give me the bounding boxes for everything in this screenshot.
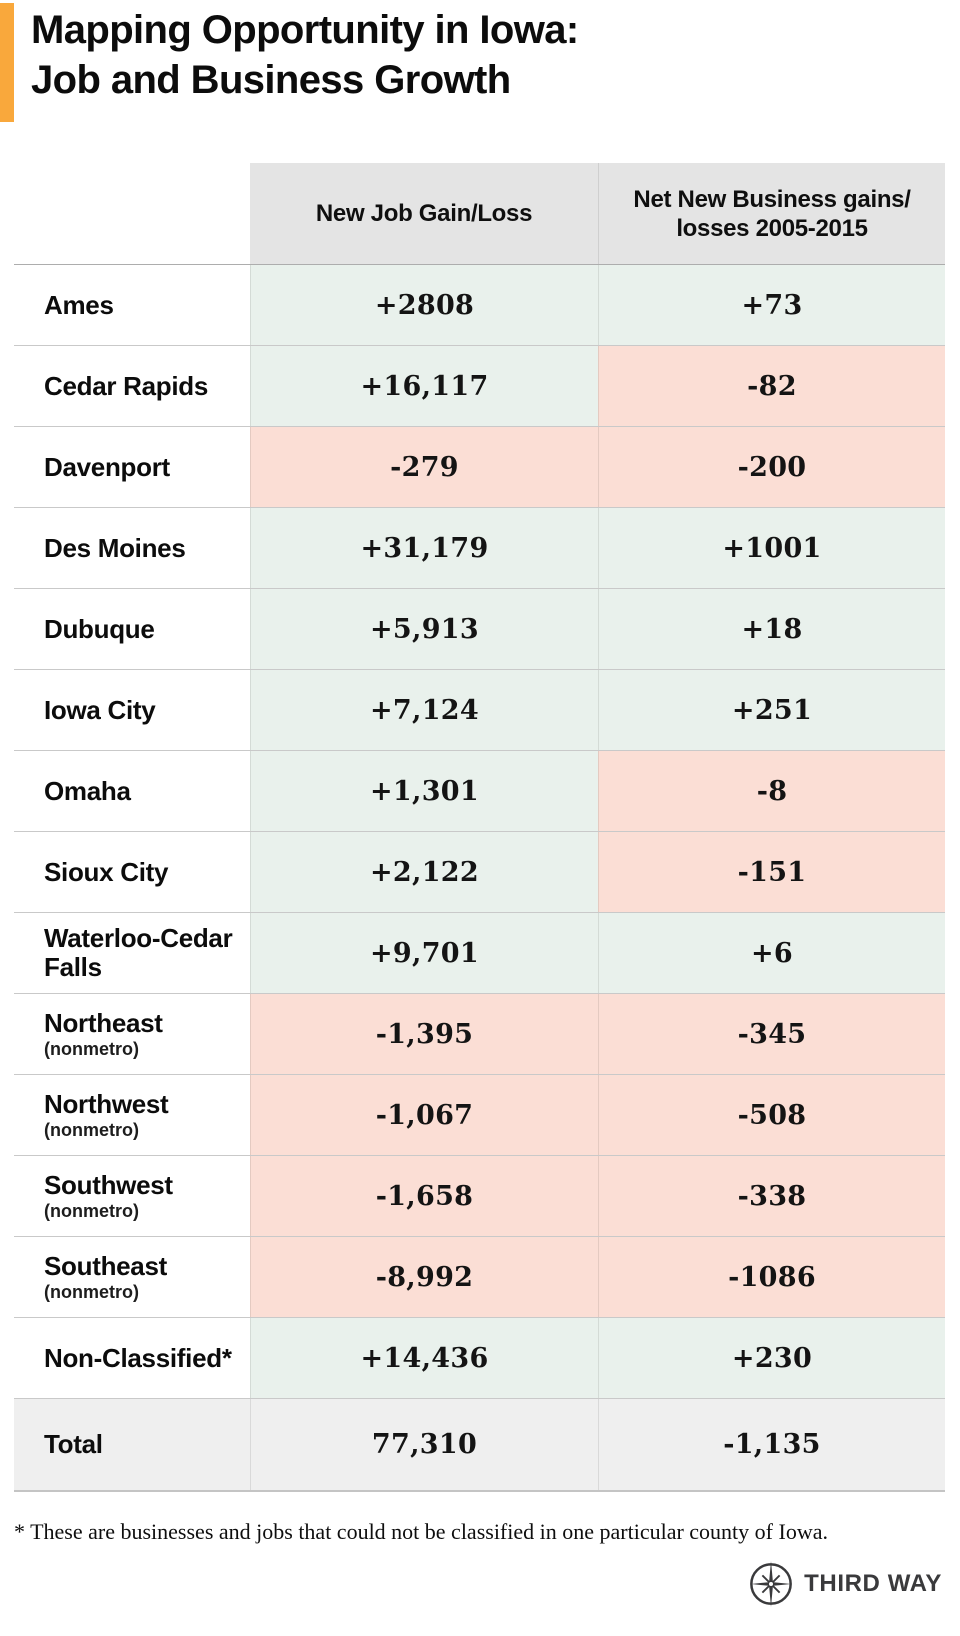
page-title-line2: Job and Business Growth xyxy=(31,58,511,102)
row-label: Southwest xyxy=(44,1170,173,1200)
table-total-row: Total 77,310 -1,135 xyxy=(14,1399,945,1492)
row-label-cell: Southeast (nonmetro) xyxy=(14,1237,250,1317)
row-label-cell: Dubuque xyxy=(14,589,250,669)
jobs-value-cell: +1,301 xyxy=(250,751,598,831)
business-value-cell: -151 xyxy=(598,832,945,912)
business-value-cell: +251 xyxy=(598,670,945,750)
table-row: Southeast (nonmetro) -8,992 -1086 xyxy=(14,1237,945,1318)
brand-lockup: THIRD WAY xyxy=(0,1561,942,1607)
table-row: Des Moines +31,179 +1001 xyxy=(14,508,945,589)
jobs-value-cell: -279 xyxy=(250,427,598,507)
table-row: Cedar Rapids +16,117 -82 xyxy=(14,346,945,427)
header-jobs-label: New Job Gain/Loss xyxy=(315,200,533,227)
table-row: Ames +2808 +73 xyxy=(14,265,945,346)
row-label: Ames xyxy=(44,289,114,320)
header-cell-business: Net New Business gains/ losses 2005-2015 xyxy=(598,163,945,264)
row-label-cell: Northeast (nonmetro) xyxy=(14,994,250,1074)
table-row: Davenport -279 -200 xyxy=(14,427,945,508)
row-label-cell: Cedar Rapids xyxy=(14,346,250,426)
table-row: Waterloo-Cedar Falls +9,701 +6 xyxy=(14,913,945,994)
table-row: Southwest (nonmetro) -1,658 -338 xyxy=(14,1156,945,1237)
accent-bar xyxy=(0,3,14,122)
table-row: Non-Classified* +14,436 +230 xyxy=(14,1318,945,1399)
table-row: Iowa City +7,124 +251 xyxy=(14,670,945,751)
total-label: Total xyxy=(44,1429,103,1459)
jobs-value-cell: +7,124 xyxy=(250,670,598,750)
total-label-cell: Total xyxy=(14,1399,250,1490)
row-label: Northeast xyxy=(44,1008,163,1038)
business-value-cell: -82 xyxy=(598,346,945,426)
header-business-label-line1: Net New Business gains/ xyxy=(633,185,911,213)
row-sublabel: (nonmetro) xyxy=(44,1201,139,1221)
row-sublabel: (nonmetro) xyxy=(44,1039,139,1059)
row-label: Northwest xyxy=(44,1089,169,1119)
total-business-cell: -1,135 xyxy=(598,1399,945,1490)
business-value-cell: -508 xyxy=(598,1075,945,1155)
table-row: Northeast (nonmetro) -1,395 -345 xyxy=(14,994,945,1075)
jobs-value-cell: +2808 xyxy=(250,265,598,345)
row-label: Non-Classified* xyxy=(44,1342,232,1373)
brand-name: THIRD WAY xyxy=(804,1570,942,1597)
row-label: Omaha xyxy=(44,775,131,806)
row-label: Sioux City xyxy=(44,856,169,887)
page-header: Mapping Opportunity in Iowa: Job and Bus… xyxy=(0,0,960,122)
row-label: Davenport xyxy=(44,451,170,482)
jobs-value-cell: -1,395 xyxy=(250,994,598,1074)
business-value-cell: -200 xyxy=(598,427,945,507)
row-label: Cedar Rapids xyxy=(44,370,209,401)
row-label-cell: Sioux City xyxy=(14,832,250,912)
row-label-cell: Southwest (nonmetro) xyxy=(14,1156,250,1236)
table-header-row: New Job Gain/Loss Net New Business gains… xyxy=(14,163,945,265)
business-value-cell: -8 xyxy=(598,751,945,831)
row-label-cell: Non-Classified* xyxy=(14,1318,250,1398)
row-sublabel: (nonmetro) xyxy=(44,1120,139,1140)
row-label: Southeast xyxy=(44,1251,167,1281)
header-cell-jobs: New Job Gain/Loss xyxy=(250,163,598,264)
business-value-cell: -1086 xyxy=(598,1237,945,1317)
jobs-value-cell: -1,658 xyxy=(250,1156,598,1236)
header-business-label-line2: losses 2005-2015 xyxy=(676,214,868,242)
data-table: New Job Gain/Loss Net New Business gains… xyxy=(14,163,945,1492)
jobs-value-cell: +2,122 xyxy=(250,832,598,912)
row-label-cell: Omaha xyxy=(14,751,250,831)
business-value-cell: +1001 xyxy=(598,508,945,588)
row-label-cell: Northwest (nonmetro) xyxy=(14,1075,250,1155)
table-row: Sioux City +2,122 -151 xyxy=(14,832,945,913)
header-cell-blank xyxy=(14,163,250,264)
compass-star-icon xyxy=(748,1561,794,1607)
business-value-cell: -338 xyxy=(598,1156,945,1236)
row-label: Waterloo-Cedar Falls xyxy=(44,923,233,982)
row-label-cell: Waterloo-Cedar Falls xyxy=(14,913,250,993)
row-label-cell: Davenport xyxy=(14,427,250,507)
jobs-value-cell: +14,436 xyxy=(250,1318,598,1398)
jobs-value-cell: +9,701 xyxy=(250,913,598,993)
business-value-cell: +230 xyxy=(598,1318,945,1398)
table-row: Northwest (nonmetro) -1,067 -508 xyxy=(14,1075,945,1156)
row-label-cell: Ames xyxy=(14,265,250,345)
jobs-value-cell: -8,992 xyxy=(250,1237,598,1317)
jobs-value-cell: +5,913 xyxy=(250,589,598,669)
total-jobs-cell: 77,310 xyxy=(250,1399,598,1490)
table-row: Omaha +1,301 -8 xyxy=(14,751,945,832)
table-row: Dubuque +5,913 +18 xyxy=(14,589,945,670)
business-value-cell: +6 xyxy=(598,913,945,993)
row-label-cell: Des Moines xyxy=(14,508,250,588)
row-label: Dubuque xyxy=(44,613,155,644)
row-label: Des Moines xyxy=(44,532,186,563)
jobs-value-cell: -1,067 xyxy=(250,1075,598,1155)
jobs-value-cell: +31,179 xyxy=(250,508,598,588)
business-value-cell: +18 xyxy=(598,589,945,669)
page-title-line1: Mapping Opportunity in Iowa: xyxy=(31,8,579,52)
business-value-cell: -345 xyxy=(598,994,945,1074)
footnote: * These are businesses and jobs that cou… xyxy=(14,1519,828,1544)
business-value-cell: +73 xyxy=(598,265,945,345)
jobs-value-cell: +16,117 xyxy=(250,346,598,426)
page-title: Mapping Opportunity in Iowa: Job and Bus… xyxy=(31,5,579,105)
row-label: Iowa City xyxy=(44,694,156,725)
row-label-cell: Iowa City xyxy=(14,670,250,750)
row-sublabel: (nonmetro) xyxy=(44,1282,139,1302)
